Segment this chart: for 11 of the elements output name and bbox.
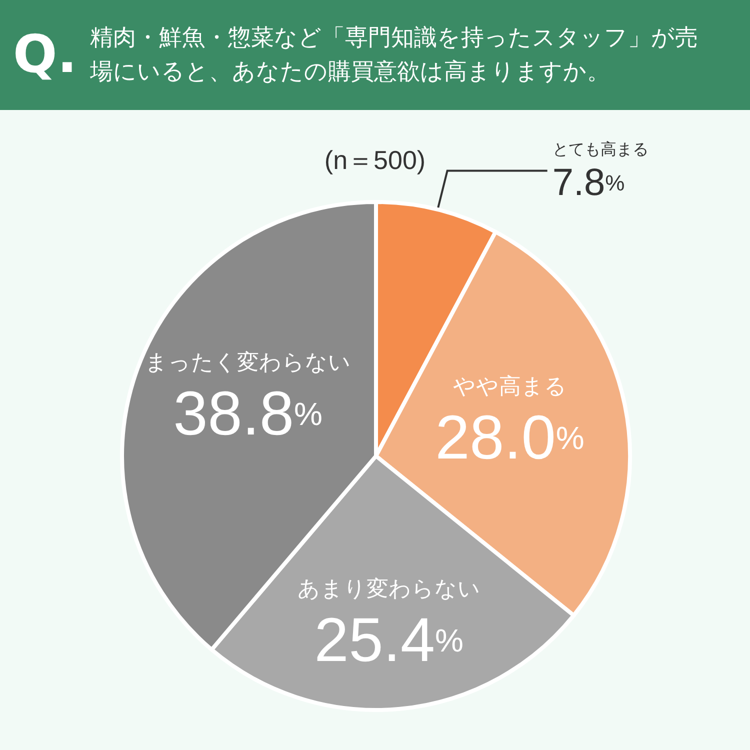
slice-label: まったく変わらない bbox=[144, 349, 351, 374]
slice-label: とても高まる bbox=[552, 140, 648, 158]
slice-label: あまり変わらない bbox=[297, 576, 480, 601]
data-label: 38.8% bbox=[173, 379, 322, 448]
chart-subtitle: (n＝500) bbox=[324, 145, 426, 175]
data-label: 25.4% bbox=[314, 606, 464, 675]
data-label: 7.8% bbox=[552, 162, 625, 204]
text: Q. bbox=[12, 25, 78, 85]
chart-title: 精肉・鮮魚・惣菜など「専門知識を持ったスタッフ」が売場にいると、あなたの購買意欲は高まりますか。 bbox=[90, 24, 699, 87]
slice-label: やや高まる bbox=[452, 374, 567, 399]
data-label: 28.0% bbox=[435, 404, 584, 473]
